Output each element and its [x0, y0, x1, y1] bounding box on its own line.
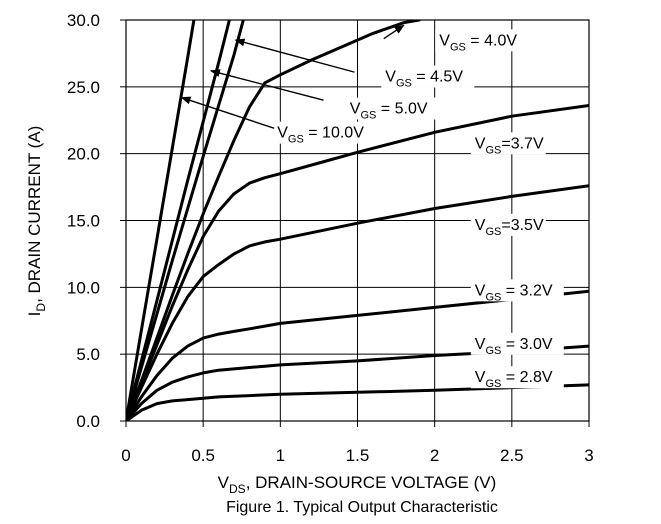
series-label-background	[381, 65, 475, 88]
series-label-text: VGS = 3.0V	[475, 336, 553, 357]
series-label: VGS = 4.5V	[234, 38, 475, 89]
series-label-background	[470, 132, 546, 155]
series-line-2-8v	[126, 383, 589, 421]
x-tick-label: 0.5	[191, 446, 215, 465]
series-curves	[126, 20, 589, 421]
x-tick-label: 0	[121, 446, 130, 465]
series-label-text: VGS=3.7V	[475, 135, 544, 156]
series-label-background	[470, 213, 546, 236]
y-tick-label: 15.0	[67, 212, 100, 231]
series-label-background	[435, 29, 529, 52]
series-label: VGS=3.5V	[470, 213, 546, 238]
series-line-3-2v	[126, 289, 589, 421]
series-line-3-5v	[126, 184, 589, 421]
leader-arrow	[209, 69, 324, 101]
series-line-4-5v	[126, 20, 245, 421]
x-tick-label: 2.5	[500, 446, 524, 465]
series-label-text: VGS = 4.0V	[439, 32, 517, 53]
y-tick-label: 25.0	[67, 78, 100, 97]
series-label-text: VGS = 2.8V	[475, 369, 553, 390]
series-label-background	[470, 279, 564, 302]
series-label-text: VGS=3.5V	[475, 217, 544, 238]
series-label: VGS = 2.8V	[470, 366, 564, 390]
series-label-background	[273, 121, 376, 144]
y-tick-label: 10.0	[67, 278, 100, 297]
series-label-text: VGS = 3.2V	[475, 282, 553, 303]
x-tick-label: 1.5	[346, 446, 370, 465]
y-tick-label: 20.0	[67, 145, 100, 164]
series-label-background	[470, 332, 564, 355]
leader-arrow	[180, 96, 275, 129]
leader-arrow	[383, 24, 405, 40]
leader-arrow	[234, 38, 355, 73]
y-tick-label: 5.0	[76, 345, 100, 364]
tick-labels: 0 0.5 1 1.5 2 2.5 30.05.010.015.020.025.030.0	[67, 11, 594, 465]
series-line-10-0v	[126, 20, 196, 421]
y-tick-label: 0.0	[76, 412, 100, 431]
x-tick-label: 1	[276, 446, 285, 465]
x-axis-title: VDS, DRAIN-SOURCE VOLTAGE (V)	[218, 473, 497, 496]
y-tick-label: 30.0	[67, 11, 100, 30]
series-label: VGS = 10.0V	[180, 96, 376, 146]
series-label: VGS = 5.0V	[209, 69, 439, 122]
series-label-background	[345, 97, 439, 120]
series-label: VGS = 3.2V	[470, 279, 564, 303]
plot-frame	[120, 19, 590, 427]
series-label: VGS = 4.0V	[383, 24, 529, 53]
x-tick-label: 3	[584, 446, 593, 465]
series-line-3-0v	[126, 344, 589, 421]
series-label: VGS = 3.0V	[470, 332, 564, 357]
figure-caption: Figure 1. Typical Output Characteristic	[226, 499, 498, 516]
y-axis-title: ID, DRAIN CURRENT (A)	[25, 126, 48, 317]
series-annotations: VGS = 10.0V VGS = 5.0V VGS = 4.5V VGS = 4.0…	[180, 24, 564, 390]
series-label-text: VGS = 10.0V	[277, 125, 364, 146]
series-label-text: VGS = 4.5V	[385, 68, 463, 89]
series-label-text: VGS = 5.0V	[350, 101, 428, 122]
x-tick-label: 2	[430, 446, 439, 465]
series-label-background	[470, 366, 564, 389]
series-line-3-7v	[126, 104, 589, 421]
series-line-4-0v	[126, 20, 421, 421]
series-label: VGS=3.7V	[470, 132, 546, 156]
